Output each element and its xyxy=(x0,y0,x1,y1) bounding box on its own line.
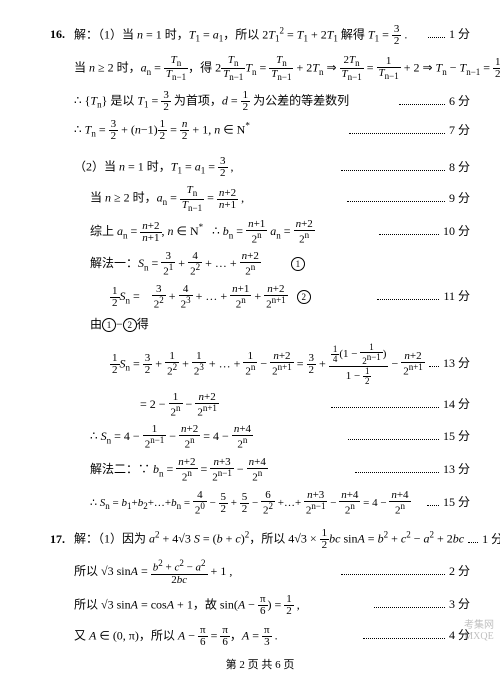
q16-l0-text: 解：（1）当 n = 1 时，T1 = a1，所以 2T12 = T1 + 2T… xyxy=(74,24,424,47)
pts: 1 分 xyxy=(482,530,500,547)
q16-l12-text: ∴ Sn = 4 − 12n−1 − n+22n = 4 − n+42n xyxy=(90,424,344,451)
q17-l2-text: 所以 √3 sinA = cosA + 1，故 sin(A − π6) = 12… xyxy=(74,594,370,617)
q17-l3: 又 A ∈ (0, π)，所以 A − π6 = π6，A = π3 . 4 分 xyxy=(50,625,470,648)
watermark-l2: MXQE xyxy=(464,631,494,642)
dots xyxy=(468,542,478,543)
q16-l7: 解法一：Sn = 321 + 422 + … + n+22n 1 xyxy=(50,251,470,278)
pts: 7 分 xyxy=(449,121,470,138)
q17-num: 17. xyxy=(50,532,74,547)
dots xyxy=(429,366,439,367)
dots xyxy=(349,133,445,134)
q17-l2: 所以 √3 sinA = cosA + 1，故 sin(A − π6) = 12… xyxy=(50,594,470,617)
dots xyxy=(399,104,445,105)
q16-l13: 解法二：∵ bn = n+22n = n+32n−1 − n+42n 13 分 xyxy=(50,457,470,484)
q16-l9-text: 由1−2得 xyxy=(90,315,470,332)
pts: 15 分 xyxy=(443,427,470,444)
q16-l3: ∴ Tn = 32 + (n−1)12 = n2 + 1, n ∈ N* 7 分 xyxy=(50,119,470,142)
pts: 10 分 xyxy=(443,222,470,239)
q16-l10: 12Sn = 32 + 122 + 123 + … + 12n − n+22n+… xyxy=(50,343,470,386)
pts: 9 分 xyxy=(449,189,470,206)
watermark-l1: 考集网 xyxy=(464,616,494,631)
q16-l11: = 2 − 12n − n+22n+1 14 分 xyxy=(50,392,470,419)
circled-1: 1 xyxy=(291,257,305,271)
q16-l7-text: 解法一：Sn = 321 + 422 + … + n+22n 1 xyxy=(90,251,470,278)
q16-l2: ∴ {Tn} 是以 T1 = 32 为首项，d = 12 为公差的等差数列 6 … xyxy=(50,90,470,113)
q16-l9: 由1−2得 xyxy=(50,315,470,333)
q16-l11-text: = 2 − 12n − n+22n+1 xyxy=(140,392,327,419)
circled-2: 2 xyxy=(297,290,311,304)
pts: 13 分 xyxy=(443,354,470,371)
pts: 2 分 xyxy=(449,562,470,579)
pts: 1 分 xyxy=(449,25,470,42)
q16-l6: 综上 an = n+2n+1, n ∈ N* ∴ bn = n+12n an =… xyxy=(50,219,470,246)
q17-l1-text: 所以 √3 sinA = b2 + c2 − a22bc + 1 , xyxy=(74,559,337,586)
q17-l3-text: 又 A ∈ (0, π)，所以 A − π6 = π6，A = π3 . xyxy=(74,625,359,648)
q16-l4: （2）当 n = 1 时，T1 = a1 = 32 , 8 分 xyxy=(50,156,470,179)
q16-l4-text: （2）当 n = 1 时，T1 = a1 = 32 , xyxy=(74,156,337,179)
q16-l1-text: 当 n ≥ 2 时，an = TnTn−1，得 2TnTn−1Tn = TnTn… xyxy=(74,55,500,82)
q16-l5: 当 n ≥ 2 时，an = TnTn−1 = n+2n+1 , 9 分 xyxy=(50,185,470,212)
q16-l8: 12Sn = 322 + 423 + … + n+12n + n+22n+1 2… xyxy=(50,284,470,311)
q16-l3-text: ∴ Tn = 32 + (n−1)12 = n2 + 1, n ∈ N* xyxy=(74,119,345,142)
dots xyxy=(379,234,439,235)
q16-l6-text: 综上 an = n+2n+1, n ∈ N* ∴ bn = n+12n an =… xyxy=(90,219,375,246)
q16-l0: 16. 解：（1）当 n = 1 时，T1 = a1，所以 2T12 = T1 … xyxy=(50,24,470,47)
dots xyxy=(374,607,445,608)
q16-l13-text: 解法二：∵ bn = n+22n = n+32n−1 − n+42n xyxy=(90,457,351,484)
q16-l14: ∴ Sn = b1+b2+…+bn = 420 − 52 + 52 − 622 … xyxy=(50,490,470,517)
watermark: 考集网 MXQE xyxy=(464,616,494,642)
pts: 11 分 xyxy=(443,287,470,304)
q17-l0: 17. 解：（1）因为 a2 + 4√3 S = (b + c)2，所以 4√3… xyxy=(50,528,470,551)
q16-l14-text: ∴ Sn = b1+b2+…+bn = 420 − 52 + 52 − 622 … xyxy=(90,490,423,517)
pts: 14 分 xyxy=(443,395,470,412)
q17-l1: 所以 √3 sinA = b2 + c2 − a22bc + 1 , 2 分 xyxy=(50,559,470,586)
q16-num: 16. xyxy=(50,27,74,42)
q17-l0-text: 解：（1）因为 a2 + 4√3 S = (b + c)2，所以 4√3 × 1… xyxy=(74,528,464,551)
dots xyxy=(341,574,445,575)
pts: 8 分 xyxy=(449,158,470,175)
page-content: 16. 解：（1）当 n = 1 时，T1 = a1，所以 2T12 = T1 … xyxy=(0,0,500,682)
pts: 3 分 xyxy=(449,595,470,612)
pts: 13 分 xyxy=(443,460,470,477)
dots xyxy=(331,407,439,408)
pts: 15 分 xyxy=(443,493,470,510)
q16-l2-text: ∴ {Tn} 是以 T1 = 32 为首项，d = 12 为公差的等差数列 xyxy=(74,90,395,113)
dots xyxy=(355,472,439,473)
page-footer: 第 2 页 共 6 页 xyxy=(50,656,470,672)
dots xyxy=(347,201,445,202)
dots xyxy=(377,299,439,300)
dots xyxy=(428,37,445,38)
dots xyxy=(341,170,445,171)
dots xyxy=(427,505,439,506)
pts: 6 分 xyxy=(449,92,470,109)
q16-l10-text: 12Sn = 32 + 122 + 123 + … + 12n − n+22n+… xyxy=(110,343,425,386)
dots xyxy=(363,638,445,639)
q16-l8-text: 12Sn = 322 + 423 + … + n+12n + n+22n+1 2 xyxy=(110,284,373,311)
q16-l5-text: 当 n ≥ 2 时，an = TnTn−1 = n+2n+1 , xyxy=(90,185,343,212)
q16-l12: ∴ Sn = 4 − 12n−1 − n+22n = 4 − n+42n 15 … xyxy=(50,424,470,451)
q16-l1: 当 n ≥ 2 时，an = TnTn−1，得 2TnTn−1Tn = TnTn… xyxy=(50,55,470,82)
dots xyxy=(348,439,439,440)
